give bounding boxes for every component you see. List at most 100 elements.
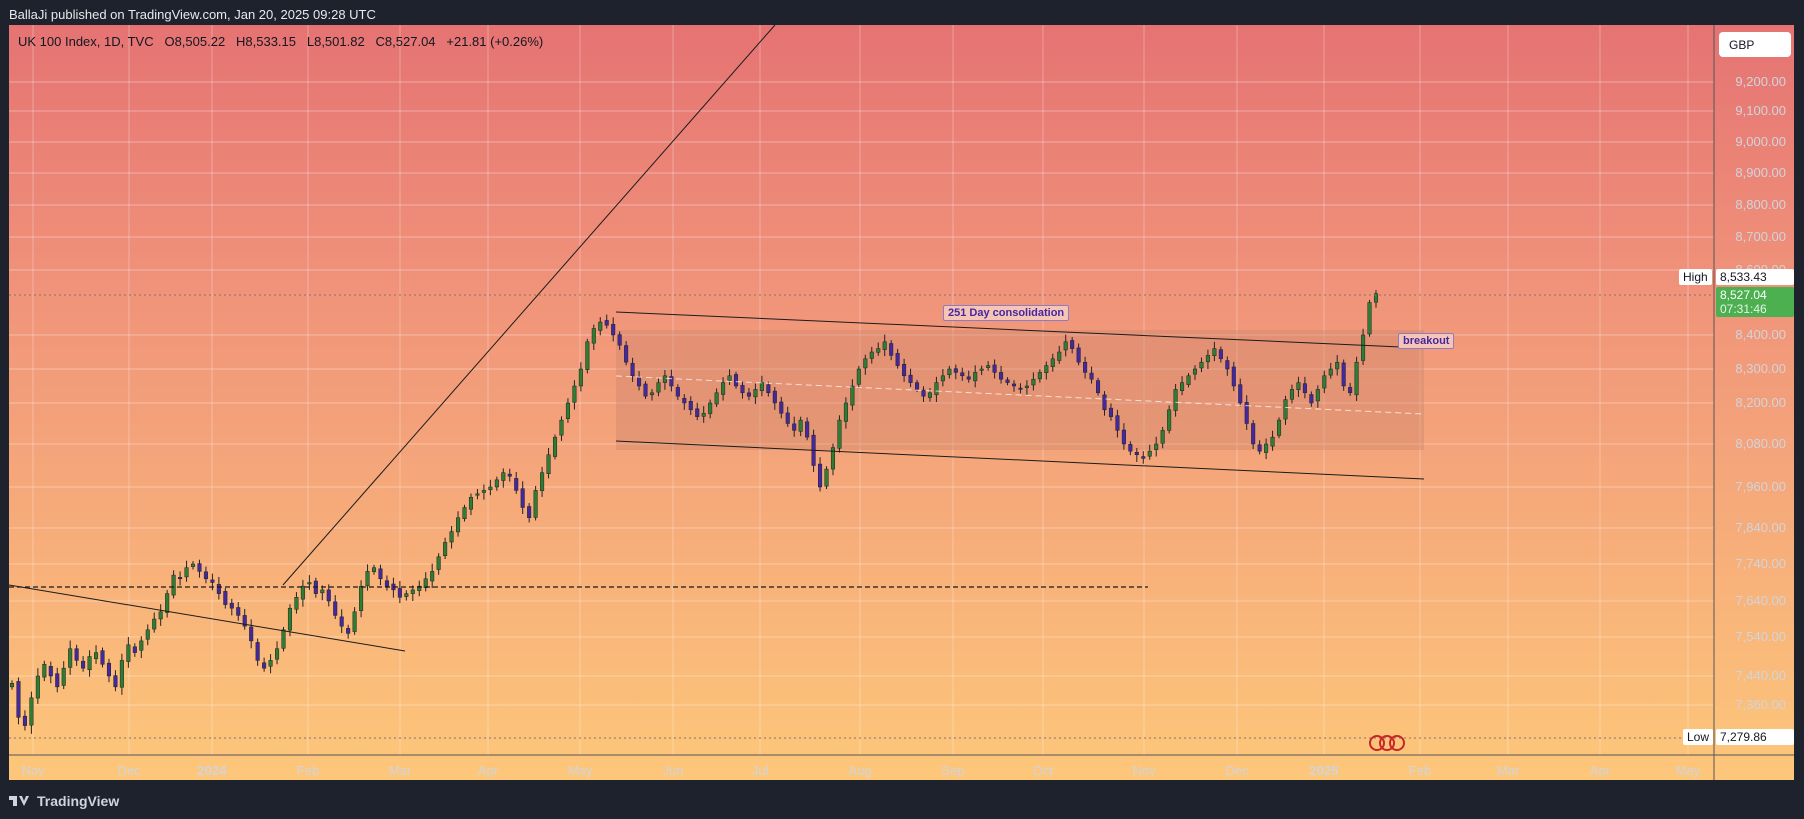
candle-body	[223, 591, 228, 605]
candle	[203, 566, 208, 584]
candle	[287, 604, 292, 637]
candle-body	[22, 715, 27, 726]
candle-body	[695, 408, 700, 417]
open-value: O8,505.22	[164, 34, 226, 49]
candle-body	[1005, 379, 1010, 383]
candle	[727, 369, 732, 385]
candle-body	[869, 351, 874, 359]
candle	[61, 661, 66, 690]
candle	[572, 380, 577, 410]
tradingview-brand: TradingView	[37, 793, 120, 809]
candle-body	[1315, 389, 1320, 402]
candle	[410, 585, 415, 601]
candle-body	[940, 375, 945, 382]
candle	[759, 375, 764, 397]
candle-body	[772, 390, 777, 404]
candle	[216, 576, 221, 600]
candle	[611, 317, 616, 342]
candle-body	[1335, 361, 1340, 370]
candle-body	[643, 383, 648, 397]
candle	[947, 365, 952, 379]
candle-body	[1283, 399, 1288, 420]
candle-body	[1154, 443, 1159, 450]
candle	[630, 357, 635, 382]
candle-body	[1147, 450, 1152, 457]
drawings	[8, 24, 1714, 739]
time-tick-label: Mar	[389, 763, 412, 778]
candle-body	[1031, 378, 1036, 386]
candle	[604, 314, 609, 329]
price-tick-label: 8,200.00	[1735, 395, 1786, 410]
price-tick-label: 7,640.00	[1735, 593, 1786, 608]
candle-body	[637, 377, 642, 387]
candle-body	[184, 567, 189, 578]
candle-body	[1289, 389, 1294, 400]
candle-body	[714, 392, 719, 405]
candle-body	[126, 644, 131, 662]
candle	[494, 476, 499, 491]
candle	[1218, 346, 1223, 363]
time-tick-label: Nov	[1132, 763, 1156, 778]
candle-body	[966, 376, 971, 380]
high-value: H8,533.15	[236, 34, 297, 49]
candle	[1089, 366, 1094, 384]
candle-body	[624, 345, 629, 363]
candle	[591, 324, 596, 350]
candle-body	[171, 574, 176, 596]
candle-body	[1257, 444, 1262, 452]
candle	[520, 481, 525, 514]
price-tick-label: 8,300.00	[1735, 361, 1786, 376]
candle-body	[565, 402, 570, 419]
time-tick-label: May	[568, 763, 593, 778]
candle	[708, 399, 713, 419]
candle-body	[572, 385, 577, 403]
candle	[869, 346, 874, 364]
price-axis: 9,200.00 9,100.00 9,000.00 8,900.00 8,800.00…	[1735, 74, 1786, 712]
time-tick-label: Aug	[848, 763, 871, 778]
candle	[475, 489, 480, 500]
candle	[843, 397, 848, 429]
candle-body	[417, 585, 422, 591]
candle-body	[540, 472, 545, 492]
candle	[1238, 378, 1243, 407]
candle	[1096, 377, 1101, 396]
price-tick-label: 9,000.00	[1735, 134, 1786, 149]
candle-body	[346, 628, 351, 634]
candle-body	[42, 664, 47, 678]
price-tick-label: 7,360.00	[1735, 697, 1786, 712]
candle-body	[1244, 402, 1249, 424]
candle	[565, 398, 570, 423]
candle	[197, 559, 202, 578]
currency-button[interactable]: GBP	[1719, 32, 1791, 57]
candle	[1005, 377, 1010, 386]
candle	[262, 657, 267, 672]
candle	[171, 570, 176, 599]
candle	[449, 525, 454, 549]
candle-body	[908, 374, 913, 383]
symbol-legend[interactable]: UK 100 Index, 1D, TVC O8,505.22 H8,533.1…	[18, 34, 543, 49]
candle-body	[333, 601, 338, 616]
candle-body	[520, 488, 525, 508]
candle	[714, 388, 719, 408]
candle	[1154, 436, 1159, 457]
time-tick-label: Apr	[478, 763, 499, 778]
candle-body	[158, 611, 163, 620]
time-tick-label: Jun	[663, 763, 684, 778]
candle-body	[339, 616, 344, 627]
candle-body	[818, 463, 823, 488]
candle	[81, 656, 86, 672]
candle	[1283, 395, 1288, 425]
price-tick-label: 7,440.00	[1735, 668, 1786, 683]
tradingview-footer[interactable]: TradingView	[9, 793, 119, 809]
candle	[68, 640, 73, 675]
price-tick-label: 8,080.00	[1735, 436, 1786, 451]
candle-body	[359, 585, 364, 611]
candle-body	[1354, 361, 1359, 396]
candle	[960, 367, 965, 381]
candle-body	[384, 580, 389, 587]
candle-body	[1108, 407, 1113, 417]
candle-body	[1173, 389, 1178, 411]
candle	[48, 661, 53, 684]
candle-body	[546, 454, 551, 474]
